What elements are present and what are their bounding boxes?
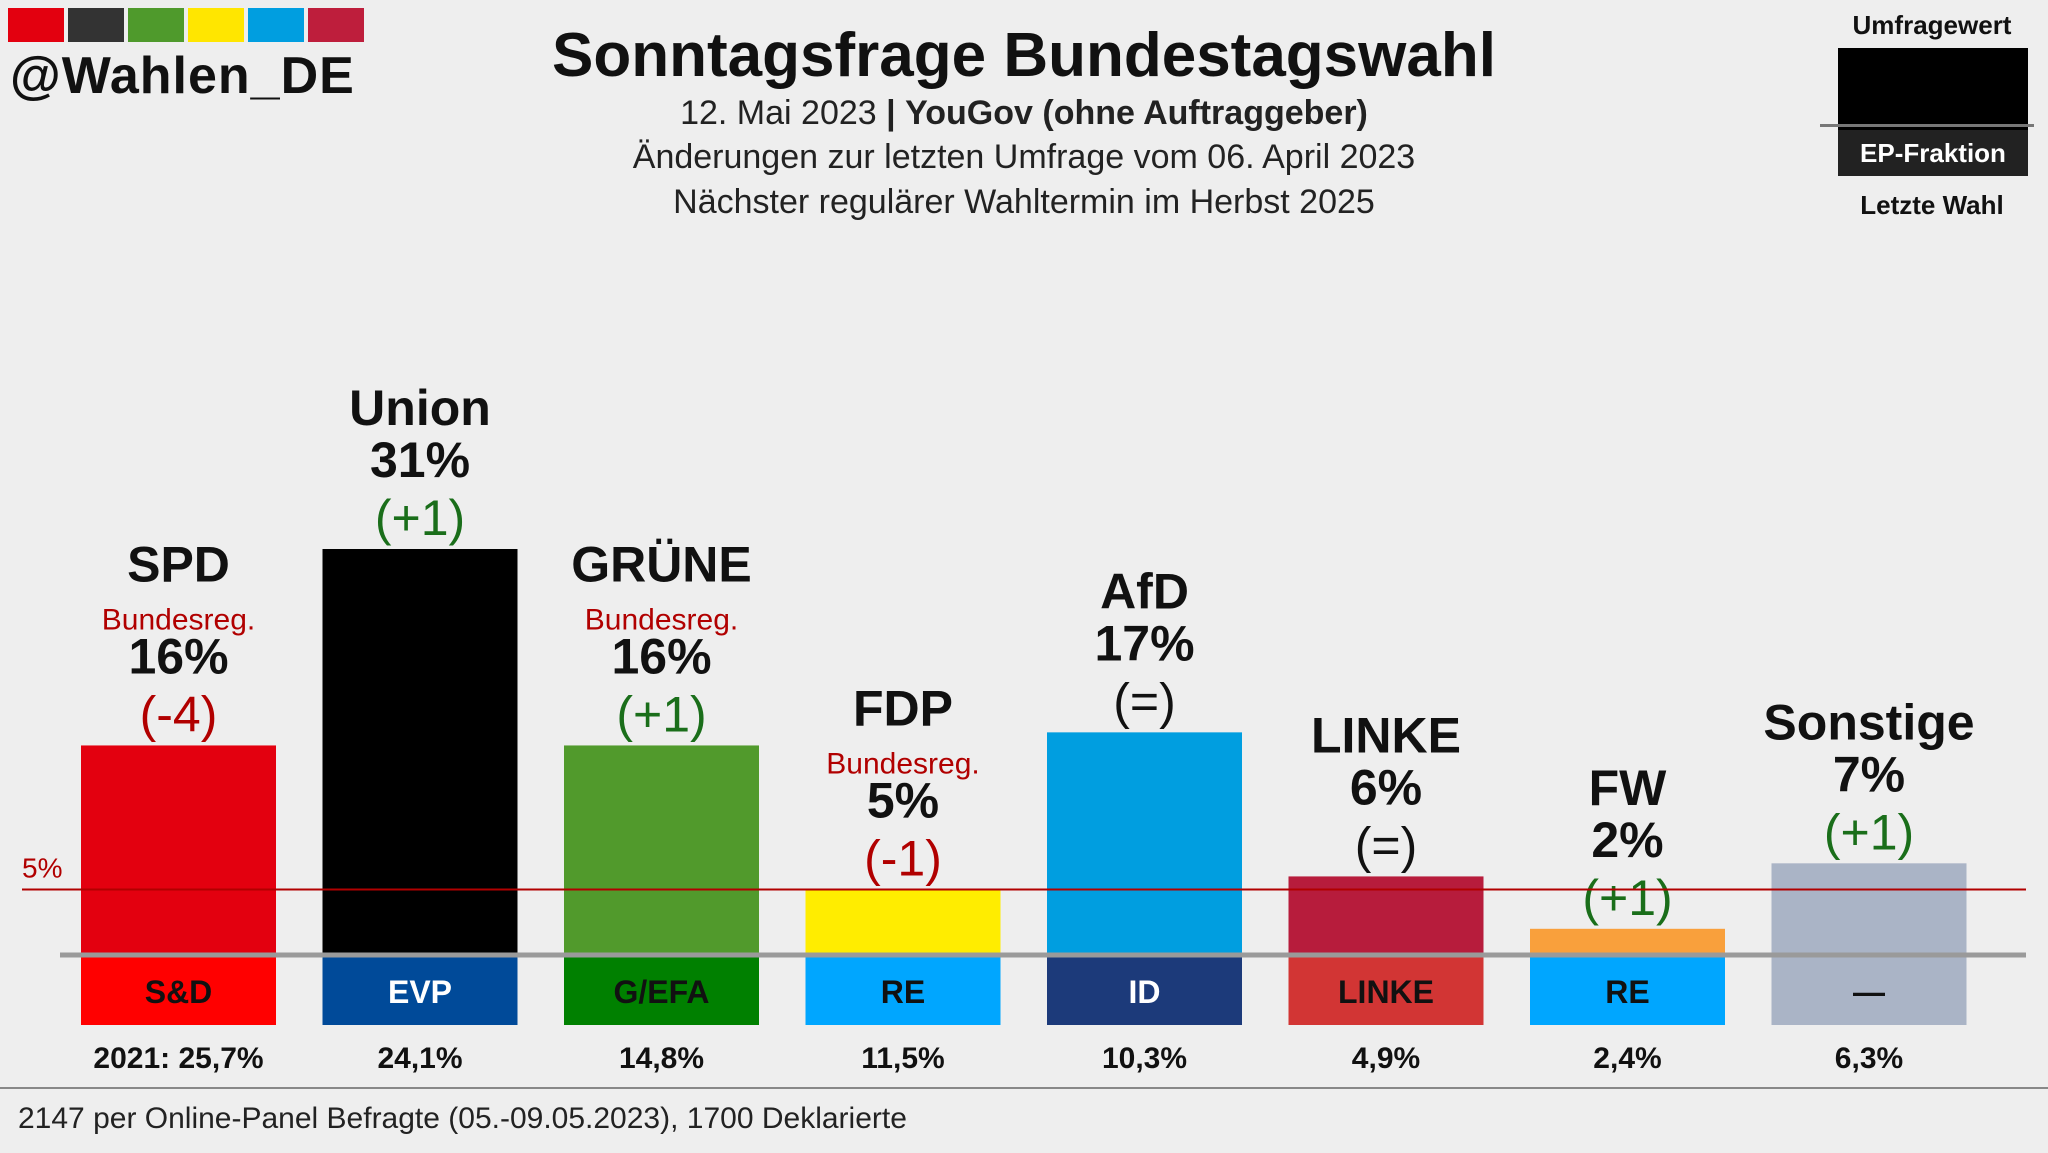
last-election-5: 4,9%: [1352, 1042, 1420, 1075]
value-label-4: 17%: [1094, 615, 1194, 671]
government-label-3: Bundesreg.: [826, 748, 979, 781]
color-swatch-0: [8, 8, 64, 42]
legend-poll-value-label: Umfragewert: [1852, 10, 2012, 40]
legend-bar-sample: [1838, 48, 2028, 136]
threshold-label: 5%: [22, 853, 62, 884]
chart-title: Sonntagsfrage Bundestagswahl: [552, 21, 1496, 90]
bar-1: [322, 549, 518, 955]
last-election-3: 11,5%: [861, 1042, 944, 1075]
last-election-7: 6,3%: [1835, 1042, 1903, 1075]
change-label-6: (+1): [1582, 870, 1672, 926]
bar-4: [1047, 732, 1242, 955]
footer-note: 2147 per Online-Panel Befragte (05.-09.0…: [18, 1102, 907, 1135]
party-label-3: FDP: [853, 681, 953, 737]
party-label-0: SPD: [127, 536, 230, 592]
party-label-2: GRÜNE: [571, 536, 752, 592]
bar-5: [1288, 876, 1484, 955]
ep-label-5: LINKE: [1338, 974, 1434, 1010]
last-election-2: 14,8%: [619, 1042, 704, 1075]
footer-divider: [0, 1087, 2048, 1089]
ep-label-6: RE: [1605, 974, 1649, 1010]
subtitle-changes: Änderungen zur letzten Umfrage vom 06. A…: [632, 138, 1416, 176]
bar-6: [1530, 928, 1725, 955]
last-election-0: 2021: 25,7%: [93, 1042, 263, 1075]
last-election-1: 24,1%: [377, 1042, 462, 1075]
party-label-6: FW: [1589, 760, 1668, 816]
color-swatch-3: [188, 8, 244, 42]
ep-box-7: [1771, 957, 1967, 1025]
legend-divider: [1820, 124, 2034, 127]
subtitle-date-institute: 12. Mai 2023 | YouGov (ohne Auftraggeber…: [0, 94, 2048, 133]
poll-date: 12. Mai 2023: [680, 94, 877, 132]
ep-box-5: [1288, 957, 1484, 1025]
last-election-6: 2,4%: [1593, 1042, 1661, 1075]
ep-box-4: [1047, 957, 1242, 1025]
change-label-5: (=): [1355, 817, 1418, 873]
ep-label-7: —: [1853, 974, 1885, 1010]
ep-label-2: G/EFA: [613, 974, 709, 1010]
ep-label-0: S&D: [145, 974, 213, 1010]
value-label-1: 31%: [370, 432, 470, 488]
ep-box-2: [564, 957, 759, 1025]
separator: |: [886, 94, 896, 132]
ep-label-1: EVP: [388, 974, 452, 1010]
bar-3: [805, 889, 1001, 955]
bar-2: [564, 745, 759, 955]
ep-label-3: RE: [881, 974, 925, 1010]
color-swatch-1: [68, 8, 124, 42]
government-label-0: Bundesreg.: [102, 603, 255, 636]
ep-box-1: [322, 957, 518, 1025]
government-label-2: Bundesreg.: [585, 603, 738, 636]
bar-0: [81, 745, 276, 955]
party-label-7: Sonstige: [1763, 694, 1974, 750]
party-label-1: Union: [349, 380, 491, 436]
value-label-0: 16%: [128, 628, 228, 684]
color-swatch-2: [128, 8, 184, 42]
bar-7: [1771, 863, 1967, 955]
value-label-6: 2%: [1591, 812, 1663, 868]
change-label-4: (=): [1113, 673, 1176, 729]
change-label-2: (+1): [616, 686, 706, 742]
ep-box-6: [1530, 957, 1725, 1025]
value-label-5: 6%: [1350, 759, 1422, 815]
poll-institute: YouGov (ohne Auftraggeber): [905, 94, 1368, 132]
account-handle: @Wahlen_DE: [10, 47, 355, 105]
color-swatches: [8, 8, 364, 42]
ep-box-0: [81, 957, 276, 1025]
last-election-4: 10,3%: [1102, 1042, 1187, 1075]
value-label-3: 5%: [867, 773, 939, 829]
value-label-2: 16%: [611, 628, 711, 684]
change-label-1: (+1): [375, 490, 465, 546]
legend-last-election-label: Letzte Wahl: [1860, 190, 2004, 220]
legend-ep-label: EP-Fraktion: [1838, 130, 2028, 176]
subtitle-next-election: Nächster regulärer Wahltermin im Herbst …: [673, 183, 1375, 221]
party-label-5: LINKE: [1311, 707, 1461, 763]
party-label-4: AfD: [1100, 563, 1189, 619]
color-swatch-5: [308, 8, 364, 42]
change-label-3: (-1): [864, 831, 942, 887]
value-label-7: 7%: [1833, 746, 1905, 802]
change-label-7: (+1): [1824, 804, 1914, 860]
ep-label-4: ID: [1129, 974, 1161, 1010]
change-label-0: (-4): [140, 686, 218, 742]
ep-box-3: [805, 957, 1001, 1025]
color-swatch-4: [248, 8, 304, 42]
